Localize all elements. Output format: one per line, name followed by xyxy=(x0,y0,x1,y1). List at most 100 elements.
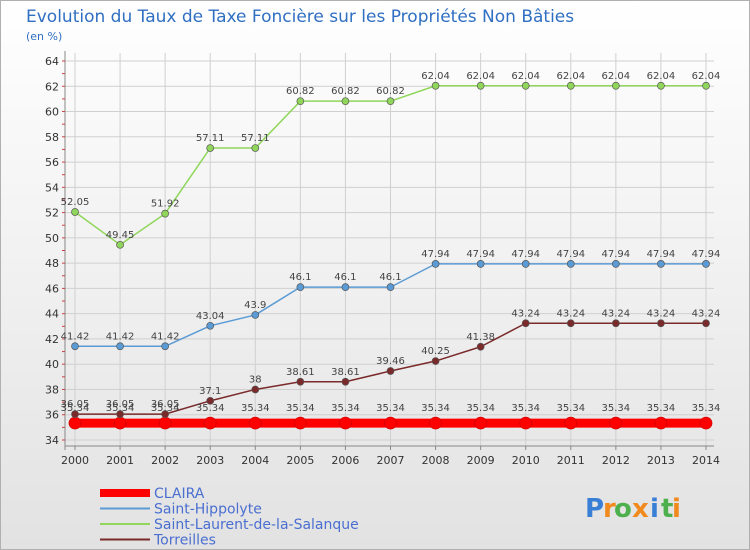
x-tick-label: 2001 xyxy=(106,454,134,467)
data-label: 35.34 xyxy=(196,403,225,414)
data-label: 47.94 xyxy=(511,249,540,260)
data-label: 43.24 xyxy=(692,308,721,319)
data-label: 36.05 xyxy=(61,399,90,410)
x-tick-label: 2011 xyxy=(557,454,585,467)
x-tick-label: 2002 xyxy=(151,454,179,467)
x-tick-label: 2014 xyxy=(692,454,720,467)
data-label-layer: 35.34 35.34 35.34 35.34 35.34 35.34 35.34 35.34… xyxy=(61,71,721,414)
legend: CLAIRASaint-HippolyteSaint-Laurent-de-la… xyxy=(100,486,359,549)
data-label: 36.05 xyxy=(151,399,180,410)
data-point xyxy=(702,319,710,328)
data-point xyxy=(341,283,350,291)
y-tick-label: 60 xyxy=(45,106,59,119)
data-label: 47.94 xyxy=(421,249,450,260)
data-label: 46.1 xyxy=(289,272,311,283)
data-point xyxy=(564,416,578,430)
data-point xyxy=(612,260,620,268)
data-point xyxy=(476,342,485,351)
data-label: 62.04 xyxy=(511,71,540,82)
data-label: 49.45 xyxy=(106,230,135,241)
data-point xyxy=(654,416,668,430)
data-point xyxy=(161,410,169,418)
y-tick-label: 56 xyxy=(45,156,59,169)
x-tick-label: 2007 xyxy=(377,454,405,467)
data-point xyxy=(161,209,169,218)
data-point xyxy=(341,97,350,106)
data-label: 38 xyxy=(249,374,262,385)
data-label: 52.05 xyxy=(61,197,90,208)
data-label: 35.34 xyxy=(466,403,495,414)
logo-letter: P xyxy=(585,494,604,524)
x-tick-label: 2013 xyxy=(647,454,675,467)
series-layer xyxy=(68,81,713,430)
data-label: 35.34 xyxy=(647,403,676,414)
data-label: 47.94 xyxy=(466,249,495,260)
data-point xyxy=(116,410,124,418)
proxiti-logo: Pro x i ti xyxy=(585,494,681,524)
x-tick-label: 2005 xyxy=(286,454,314,467)
data-point xyxy=(251,385,260,394)
data-point xyxy=(702,81,710,90)
data-label: 43.24 xyxy=(511,308,540,319)
y-tick-label: 42 xyxy=(45,333,59,346)
x-tick-label: 2009 xyxy=(467,454,495,467)
x-tick-label: 2008 xyxy=(422,454,450,467)
data-point xyxy=(699,416,713,430)
legend-label-1: Saint-Hippolyte xyxy=(154,502,262,518)
data-label: 46.1 xyxy=(334,272,356,283)
data-point xyxy=(566,81,575,90)
data-point xyxy=(251,144,260,152)
data-label: 35.34 xyxy=(286,403,315,414)
data-point xyxy=(251,311,260,319)
data-point xyxy=(71,208,79,216)
data-point xyxy=(116,342,124,351)
data-point xyxy=(386,367,395,375)
data-label: 41.42 xyxy=(151,331,180,342)
data-label: 46.1 xyxy=(379,272,401,283)
data-point xyxy=(431,81,440,90)
data-label: 47.94 xyxy=(692,249,721,260)
data-point xyxy=(203,416,217,430)
data-label: 62.04 xyxy=(692,71,721,82)
y-tick-label: 52 xyxy=(45,207,59,220)
data-label: 57.11 xyxy=(241,133,270,144)
data-label: 41.42 xyxy=(61,331,90,342)
y-tick-label: 38 xyxy=(45,383,59,396)
y-tick-label: 36 xyxy=(45,409,59,422)
data-label: 35.34 xyxy=(421,403,450,414)
data-label: 47.94 xyxy=(602,249,631,260)
legend-label-3: Torreilles xyxy=(153,533,216,549)
data-point xyxy=(612,319,620,328)
data-point xyxy=(161,342,169,351)
data-label: 43.9 xyxy=(244,300,266,311)
data-label: 43.24 xyxy=(602,308,631,319)
data-point xyxy=(657,319,665,328)
data-label: 35.34 xyxy=(376,403,405,414)
data-label: 43.24 xyxy=(647,308,676,319)
data-label: 43.24 xyxy=(556,308,585,319)
data-point xyxy=(206,396,215,405)
data-label: 41.38 xyxy=(466,332,495,343)
data-label: 35.34 xyxy=(331,403,360,414)
data-point xyxy=(431,357,440,365)
data-label: 35.34 xyxy=(556,403,585,414)
data-point xyxy=(476,260,485,268)
data-point xyxy=(431,260,440,268)
data-label: 40.25 xyxy=(421,346,450,357)
data-point xyxy=(702,260,710,268)
data-label: 35.34 xyxy=(692,403,721,414)
data-point xyxy=(386,283,395,291)
y-tick-label: 64 xyxy=(45,55,59,68)
data-label: 36.05 xyxy=(106,399,135,410)
y-tick-label: 58 xyxy=(45,131,59,144)
logo-letter: i xyxy=(650,494,659,524)
data-point xyxy=(657,81,665,90)
data-label: 62.04 xyxy=(421,71,450,82)
x-tick-label: 2010 xyxy=(512,454,540,467)
data-label: 35.34 xyxy=(602,403,631,414)
data-point xyxy=(68,416,82,430)
data-point xyxy=(476,81,485,90)
